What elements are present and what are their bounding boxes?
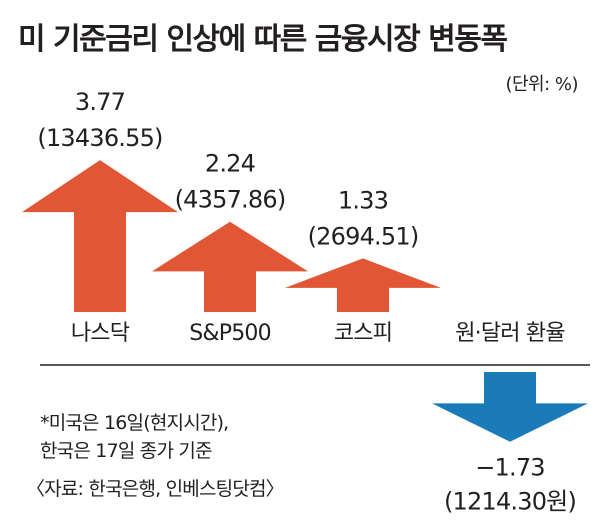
- category-label: 원·달러 환율: [455, 321, 565, 346]
- value-label: 2.24: [205, 150, 255, 178]
- level-label: (2694.51): [308, 222, 419, 250]
- unit-label: (단위: %): [505, 74, 578, 95]
- up-arrow-bar: [285, 258, 441, 312]
- value-label: 3.77: [75, 88, 125, 116]
- footnote-line-2: 한국은 17일 종가 기준: [40, 440, 213, 462]
- category-label: S&P500: [189, 321, 271, 346]
- category-label: 코스피: [334, 321, 392, 346]
- down-arrow-bar: [432, 372, 588, 442]
- source-note: 〈자료: 한국은행, 인베스팅닷컴〉: [26, 478, 285, 500]
- value-label: −1.73: [475, 454, 545, 482]
- up-arrow-bar: [152, 221, 308, 312]
- level-label: (4357.86): [175, 186, 286, 214]
- category-label: 나스닥: [71, 321, 130, 346]
- footnote-line-1: *미국은 16일(현지시간),: [40, 412, 229, 434]
- level-label: (13436.55): [37, 124, 162, 152]
- level-label: (1214.30원): [444, 488, 576, 516]
- chart-title: 미 기준금리 인상에 따른 금융시장 변동폭: [18, 22, 508, 57]
- value-label: 1.33: [338, 186, 388, 214]
- up-arrow-bar: [22, 160, 178, 312]
